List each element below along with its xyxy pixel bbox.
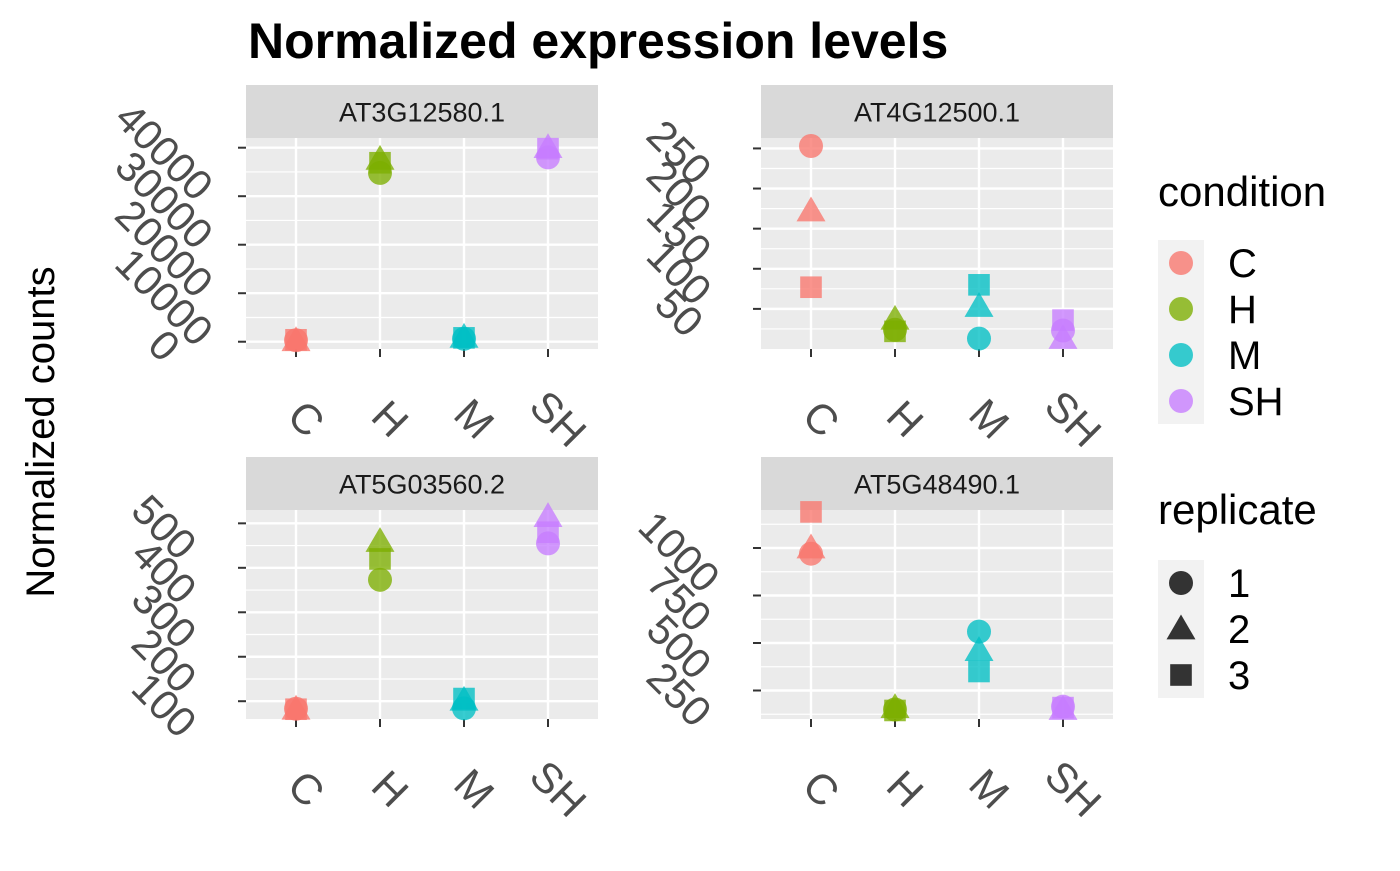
data-point — [369, 548, 391, 570]
data-point — [453, 327, 475, 349]
legend-swatch — [1169, 297, 1193, 321]
x-tick-label: C — [279, 761, 334, 816]
x-tick-label: SH — [521, 381, 596, 456]
legend-shape-square — [1170, 664, 1192, 686]
data-point — [967, 619, 991, 644]
legend-shape-triangle — [1166, 614, 1196, 640]
legend-swatch — [1169, 343, 1193, 367]
x-tick-label: C — [794, 761, 849, 816]
legend-label: C — [1228, 242, 1257, 286]
data-point — [800, 276, 822, 299]
data-point — [964, 291, 994, 317]
facet-strip — [246, 85, 598, 138]
x-tick-label: H — [878, 761, 933, 816]
facet-strip — [761, 85, 1113, 138]
panel-background — [246, 138, 598, 349]
data-point — [285, 698, 307, 721]
facet-strip — [246, 457, 598, 510]
x-tick-label: H — [363, 391, 418, 446]
data-point — [453, 687, 475, 710]
x-tick-label: SH — [1036, 751, 1111, 826]
x-tick-label: SH — [521, 751, 596, 826]
legend-label: 1 — [1228, 562, 1250, 606]
data-point — [537, 137, 559, 160]
x-tick-label: H — [363, 761, 418, 816]
legend-label: H — [1228, 288, 1257, 332]
points-layer — [796, 134, 1078, 351]
data-point — [1052, 309, 1074, 331]
data-point — [799, 134, 823, 159]
data-point — [368, 567, 392, 592]
data-point — [1052, 696, 1074, 719]
x-tick-label: M — [960, 760, 1018, 818]
data-point — [884, 320, 906, 343]
facet-strip-label: AT5G03560.2 — [339, 470, 505, 500]
legend-title-replicate: replicate — [1158, 486, 1317, 533]
data-point — [796, 533, 826, 559]
x-tick-label: C — [279, 391, 334, 446]
legend-swatch — [1169, 389, 1193, 413]
data-point — [884, 699, 906, 722]
legend-swatch — [1169, 251, 1193, 275]
data-point — [285, 328, 307, 351]
legend-shape-circle — [1169, 571, 1193, 595]
points-layer — [281, 502, 563, 721]
x-tick-label: M — [445, 760, 503, 818]
facet-strip-label: AT5G48490.1 — [854, 470, 1020, 500]
data-point — [533, 502, 563, 528]
data-point — [537, 521, 559, 544]
y-axis-label: Normalized counts — [19, 266, 63, 597]
x-tick-label: H — [878, 391, 933, 446]
data-point — [968, 274, 990, 296]
x-tick-label: SH — [1036, 381, 1111, 456]
legend-label: M — [1228, 334, 1261, 378]
data-point — [964, 636, 994, 661]
data-point — [800, 501, 822, 523]
data-point — [796, 196, 826, 222]
x-tick-label: C — [794, 391, 849, 446]
facet-strip-label: AT4G12500.1 — [854, 98, 1020, 128]
legend-label: 3 — [1228, 654, 1250, 698]
data-point — [967, 326, 991, 351]
legend-label: SH — [1228, 380, 1284, 424]
panel-background — [761, 510, 1113, 719]
points-layer — [281, 133, 563, 353]
data-point — [365, 527, 395, 552]
points-layer — [796, 501, 1078, 722]
data-point — [968, 660, 990, 683]
legend-label: 2 — [1228, 608, 1250, 652]
x-tick-label: M — [445, 390, 503, 448]
facet-strip-label: AT3G12580.1 — [339, 98, 505, 128]
data-point — [369, 151, 391, 174]
data-point — [1048, 324, 1078, 349]
legend-title-condition: condition — [1158, 168, 1326, 215]
chart-title: Normalized expression levels — [248, 13, 948, 69]
x-tick-label: M — [960, 390, 1018, 448]
